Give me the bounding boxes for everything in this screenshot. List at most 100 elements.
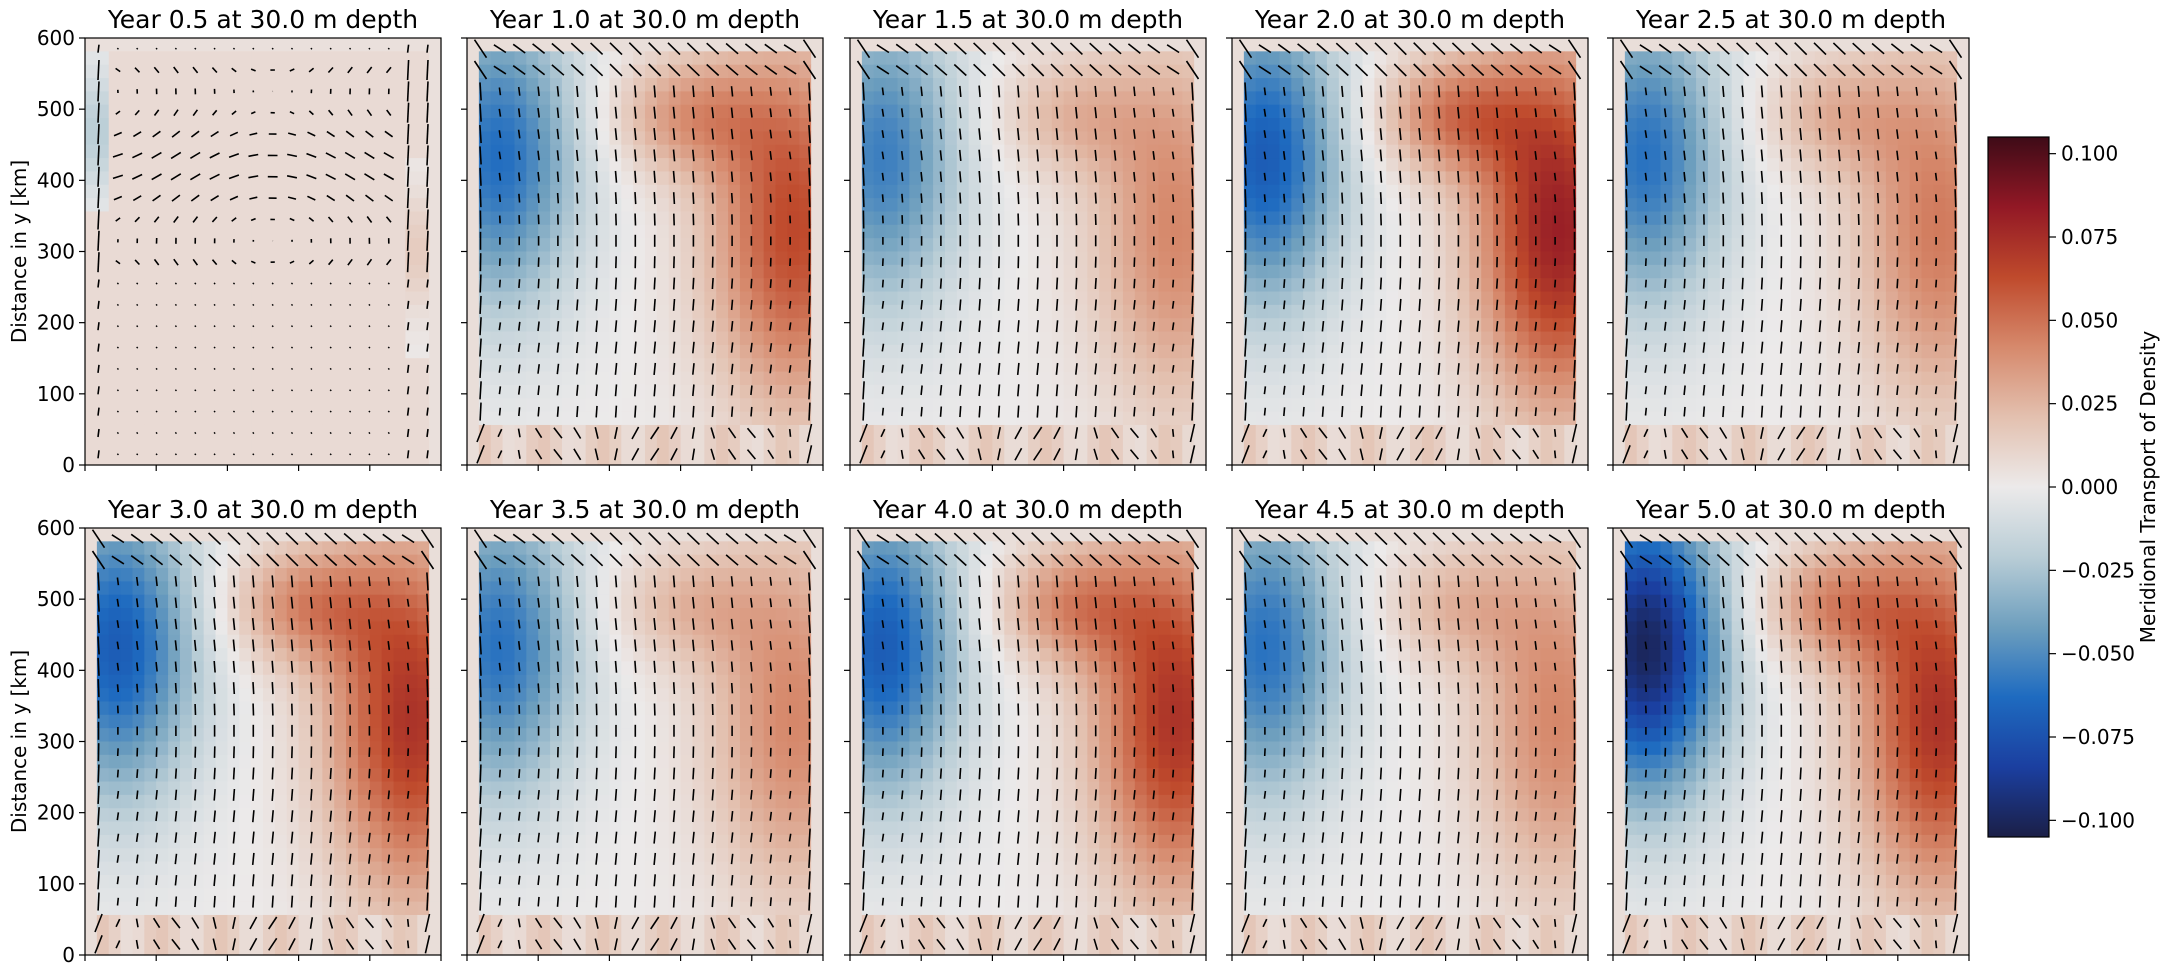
heatmap-cell <box>1303 104 1316 119</box>
quiver-arrow <box>978 299 981 311</box>
heatmap-cell <box>1170 438 1183 453</box>
heatmap-cell <box>1051 411 1065 426</box>
heatmap-cell <box>514 331 527 346</box>
quiver-arrow <box>672 384 676 397</box>
heatmap-cell <box>1051 304 1065 319</box>
quiver-arrow <box>249 132 258 136</box>
heatmap-cell <box>215 198 228 213</box>
heatmap-cell <box>108 78 122 92</box>
heatmap-cell <box>1410 184 1423 199</box>
heatmap-cell <box>1421 144 1435 159</box>
heatmap-cell <box>1075 304 1088 319</box>
heatmap-cell <box>286 251 300 266</box>
heatmap-cell <box>298 144 312 159</box>
heatmap-cell <box>1291 451 1304 466</box>
heatmap-cell <box>514 358 527 373</box>
heatmap-cell <box>956 78 970 92</box>
quiver-arrow <box>576 299 579 311</box>
heatmap-cell <box>680 291 694 306</box>
heatmap-cell <box>1481 144 1494 159</box>
quiver-arrow <box>750 300 753 310</box>
heatmap-cell <box>850 331 863 346</box>
quiver-arrow <box>132 131 142 138</box>
heatmap-cell <box>120 38 134 52</box>
heatmap-cell <box>1267 278 1281 293</box>
heatmap-cell <box>1194 38 1207 52</box>
heatmap-cell <box>168 318 181 333</box>
heatmap-cell <box>1099 398 1112 413</box>
heatmap-cell <box>467 211 480 226</box>
heatmap-cell <box>933 384 946 399</box>
heatmap-cell <box>144 104 157 119</box>
heatmap-cell <box>346 278 359 293</box>
heatmap-cell <box>310 211 323 226</box>
heatmap-cell <box>429 224 442 239</box>
heatmap-cell <box>429 118 442 132</box>
quiver-arrow <box>1152 172 1155 182</box>
heatmap-cell <box>1386 144 1399 159</box>
heatmap-cell <box>980 211 993 226</box>
heatmap-cell <box>357 358 371 373</box>
heatmap-cell <box>739 398 753 413</box>
heatmap-cell <box>168 51 181 66</box>
heatmap-cell <box>1410 411 1423 426</box>
heatmap-cell <box>763 304 777 319</box>
heatmap-cell <box>763 291 777 306</box>
quiver-arrow <box>345 130 355 138</box>
heatmap-cell <box>467 144 480 159</box>
quiver-arrow <box>1152 150 1156 160</box>
heatmap-cell <box>944 398 958 413</box>
quiver-arrow <box>614 170 618 183</box>
quiver-arrow <box>213 410 216 413</box>
heatmap-cell <box>633 78 646 92</box>
heatmap-cell <box>1362 291 1375 306</box>
heatmap-cell <box>1540 51 1553 66</box>
heatmap-cell <box>1493 344 1506 359</box>
heatmap-cell <box>1232 198 1245 213</box>
quiver-arrow <box>1113 171 1117 182</box>
heatmap-cell <box>885 78 899 92</box>
heatmap-cell <box>609 371 622 386</box>
heatmap-cell <box>251 131 264 146</box>
quiver-arrow <box>406 364 410 373</box>
heatmap-cell <box>467 438 480 453</box>
heatmap-cell <box>1004 131 1017 146</box>
heatmap-cell <box>429 198 442 213</box>
quiver-arrow <box>426 59 429 81</box>
heatmap-cell <box>850 304 863 319</box>
heatmap-cell <box>1516 331 1530 346</box>
quiver-arrow <box>730 299 734 311</box>
heatmap-cell <box>417 38 430 52</box>
heatmap-cell <box>239 171 252 186</box>
heatmap-cell <box>1087 211 1100 226</box>
heatmap-cell <box>1457 264 1470 279</box>
quiver-arrow <box>426 81 429 102</box>
heatmap-cell <box>467 224 480 239</box>
heatmap-cell <box>873 144 887 159</box>
heatmap-cell <box>215 78 228 92</box>
heatmap-cell <box>1075 238 1088 253</box>
quiver-arrow <box>900 108 904 118</box>
quiver-arrow <box>152 194 161 202</box>
heatmap-cell <box>1158 118 1171 132</box>
quiver-arrow <box>249 196 258 200</box>
heatmap-cell <box>144 278 157 293</box>
quiver-arrow <box>556 278 560 289</box>
heatmap-cell <box>393 51 406 66</box>
heatmap-cell <box>144 238 157 253</box>
heatmap-cell <box>1576 278 1589 293</box>
heatmap-cell <box>1326 344 1340 359</box>
heatmap-cell <box>1134 158 1148 173</box>
heatmap-cell <box>850 198 863 213</box>
heatmap-cell <box>763 264 777 279</box>
heatmap-cell <box>322 358 335 373</box>
heatmap-cell <box>597 118 610 132</box>
heatmap-cell <box>1232 318 1245 333</box>
heatmap-cell <box>1362 198 1375 213</box>
heatmap-cell <box>1457 198 1470 213</box>
heatmap-cell <box>692 104 705 119</box>
heatmap-cell <box>873 398 887 413</box>
heatmap-cell <box>1433 238 1447 253</box>
heatmap-cell <box>346 424 359 439</box>
heatmap-cell <box>728 398 741 413</box>
